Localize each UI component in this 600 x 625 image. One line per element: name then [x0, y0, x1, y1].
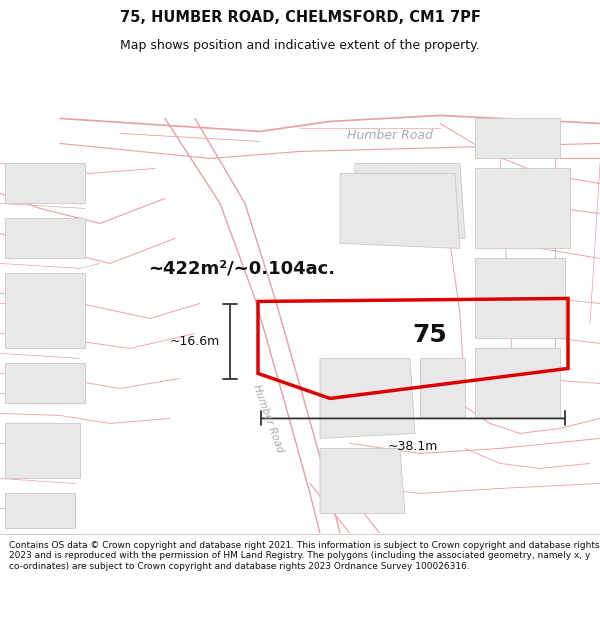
Text: ~422m²/~0.104ac.: ~422m²/~0.104ac. — [148, 259, 335, 278]
Polygon shape — [5, 163, 85, 204]
Polygon shape — [475, 119, 560, 158]
Polygon shape — [475, 349, 560, 419]
Polygon shape — [5, 363, 85, 404]
Text: 75: 75 — [413, 324, 448, 348]
Polygon shape — [5, 494, 75, 529]
Text: Contains OS data © Crown copyright and database right 2021. This information is : Contains OS data © Crown copyright and d… — [9, 541, 599, 571]
Text: ~38.1m: ~38.1m — [388, 441, 438, 454]
Text: Humber Road: Humber Road — [347, 129, 433, 142]
Polygon shape — [320, 449, 405, 514]
Text: ~16.6m: ~16.6m — [170, 335, 220, 348]
Polygon shape — [5, 274, 85, 349]
Polygon shape — [355, 163, 465, 238]
Polygon shape — [5, 218, 85, 259]
Polygon shape — [340, 173, 460, 248]
Polygon shape — [5, 424, 80, 479]
Polygon shape — [420, 358, 465, 419]
Polygon shape — [475, 168, 570, 248]
Text: 75, HUMBER ROAD, CHELMSFORD, CM1 7PF: 75, HUMBER ROAD, CHELMSFORD, CM1 7PF — [119, 10, 481, 25]
Polygon shape — [475, 259, 565, 339]
Text: Map shows position and indicative extent of the property.: Map shows position and indicative extent… — [120, 39, 480, 51]
Text: Humber Road: Humber Road — [251, 383, 285, 454]
Polygon shape — [320, 358, 415, 439]
